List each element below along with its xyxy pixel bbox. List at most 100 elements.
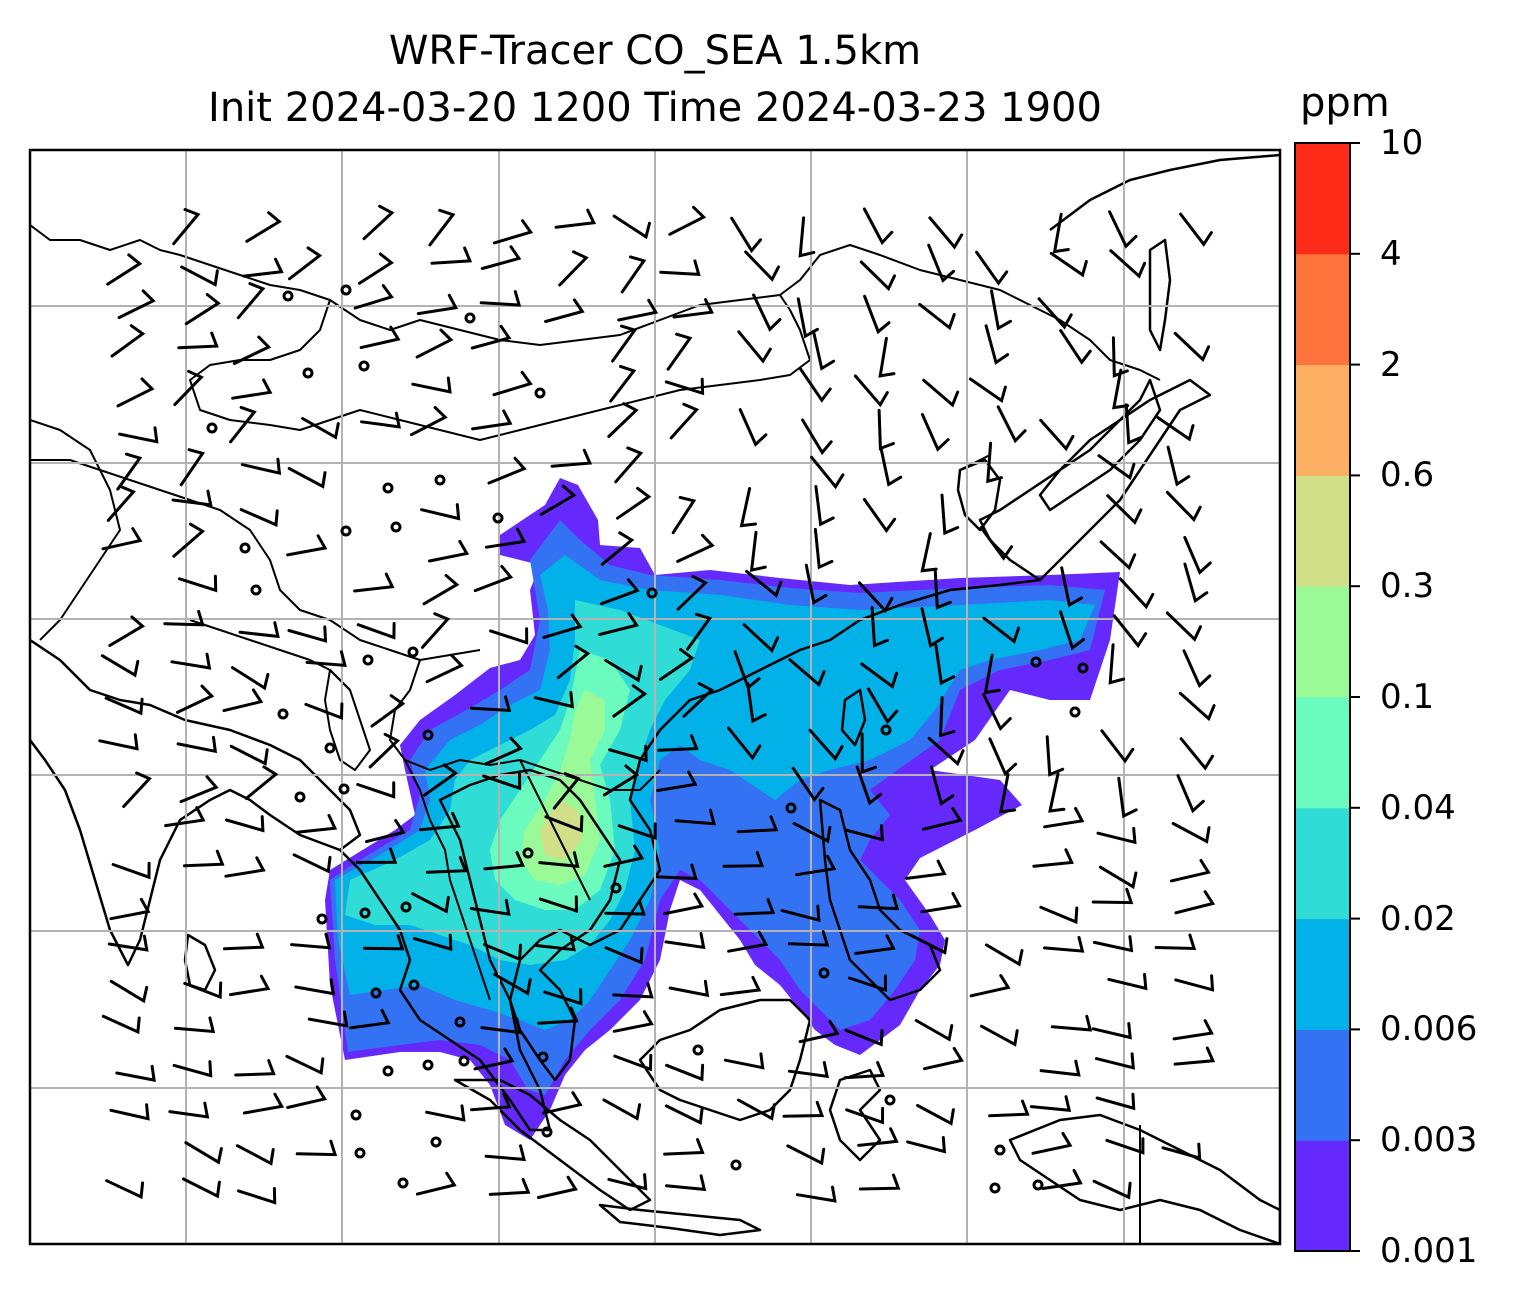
plume-level-0.3 <box>540 800 582 860</box>
colorbar <box>1295 143 1350 1252</box>
wind-barb <box>996 405 1027 444</box>
calm-wind-marker <box>646 587 658 599</box>
wind-barb <box>918 302 956 331</box>
wind-barb <box>240 457 282 476</box>
wind-barb <box>1059 329 1092 365</box>
wind-barb <box>183 981 223 1000</box>
wind-barb <box>604 946 644 965</box>
wind-barb <box>1169 859 1211 883</box>
wind-barb <box>603 844 645 868</box>
wind-barb <box>933 568 952 610</box>
wind-barb <box>598 611 640 636</box>
wind-barb <box>107 934 149 952</box>
wind-barb <box>110 324 146 358</box>
wind-barb <box>234 1059 276 1077</box>
wind-barb <box>101 1014 141 1035</box>
wind-barb <box>792 821 832 844</box>
wind-barb <box>1179 737 1214 771</box>
wind-barb <box>927 736 965 767</box>
calm-wind-marker <box>434 474 446 486</box>
wind-barb <box>355 847 398 864</box>
wind-barb <box>733 898 776 916</box>
wind-barb <box>727 930 769 953</box>
wind-barb <box>613 1053 653 1072</box>
calm-wind-marker <box>294 791 306 803</box>
wind-barb <box>719 975 762 997</box>
wind-barb <box>117 289 156 320</box>
wind-barb <box>1095 1092 1136 1111</box>
wind-barb <box>844 824 885 842</box>
wind-barb <box>1105 1137 1145 1155</box>
wind-barb <box>489 627 529 645</box>
wind-barb <box>1029 1095 1072 1112</box>
wind-barb <box>782 1100 825 1118</box>
wind-barb <box>224 856 266 878</box>
calm-wind-marker <box>250 584 262 596</box>
wind-barb <box>353 284 394 310</box>
calm-wind-marker <box>610 882 622 894</box>
calm-wind-marker <box>362 654 374 666</box>
wind-barb <box>422 574 460 606</box>
wind-barb <box>674 808 716 826</box>
colorbar-segment <box>1295 475 1350 587</box>
wind-barb <box>857 893 900 911</box>
coast-indochina <box>438 768 622 1082</box>
wind-barb <box>416 293 459 316</box>
calm-wind-marker <box>989 1182 1001 1194</box>
wind-barb <box>1043 936 1085 953</box>
calm-wind-marker <box>358 360 370 372</box>
wind-barb <box>173 369 204 407</box>
calm-wind-marker <box>316 913 328 925</box>
wind-barb <box>612 214 651 240</box>
wind-barb <box>483 943 522 962</box>
wind-barb <box>602 764 640 797</box>
wind-barb <box>292 853 332 874</box>
wind-barb <box>798 367 832 403</box>
wind-barb <box>183 849 225 868</box>
wind-barb <box>238 621 280 639</box>
calm-wind-marker <box>239 542 251 554</box>
wind-barb <box>843 1061 886 1080</box>
colorbar-segment <box>1295 253 1350 366</box>
wind-barb <box>109 1103 150 1121</box>
wind-barb <box>111 861 151 880</box>
wind-barb <box>940 493 960 536</box>
wind-barb <box>737 1098 776 1121</box>
wind-barb <box>295 1139 338 1157</box>
wind-barb <box>1048 772 1066 813</box>
wind-barb <box>428 208 456 247</box>
wind-barb <box>479 290 522 307</box>
wind-barb <box>175 684 215 714</box>
wind-barb <box>983 653 1001 695</box>
calm-wind-marker <box>302 367 314 379</box>
wind-barb <box>1107 972 1148 991</box>
wind-barb <box>235 1144 275 1166</box>
wind-barb <box>1039 418 1075 452</box>
colorbar-tick-label: 0.1 <box>1380 677 1435 717</box>
wind-barb <box>984 324 1010 365</box>
border-china-west <box>30 459 481 661</box>
wind-barb <box>1179 212 1213 247</box>
wind-barb <box>469 898 511 916</box>
wind-barb <box>607 402 639 438</box>
coast-sri-lanka <box>183 933 217 992</box>
calm-wind-marker <box>884 1094 896 1106</box>
wind-barb <box>909 933 949 955</box>
wind-barb <box>813 527 834 570</box>
wind-barb <box>1165 611 1202 642</box>
wind-barb <box>620 255 647 294</box>
wind-barb <box>1174 890 1216 915</box>
colorbar-segment <box>1295 1029 1350 1141</box>
wind-barb <box>676 533 715 563</box>
wind-barb <box>480 1017 522 1035</box>
wind-barb <box>1173 1046 1216 1066</box>
wind-barb <box>420 503 461 521</box>
calm-wind-marker <box>464 312 476 324</box>
calm-wind-marker <box>994 1144 1006 1156</box>
wind-barb <box>927 243 956 283</box>
wind-barb <box>109 979 149 1004</box>
wind-barb <box>1176 774 1205 814</box>
wind-barb <box>304 702 344 721</box>
wind-barb <box>607 1173 648 1191</box>
wind-barb <box>780 904 821 923</box>
